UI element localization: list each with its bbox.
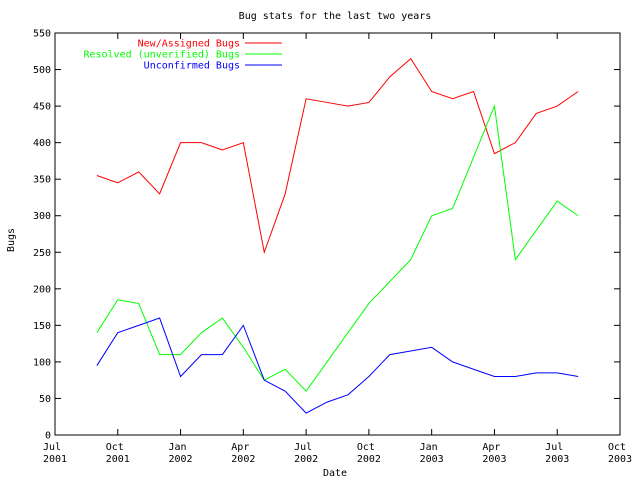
y-tick-label: 400 bbox=[33, 138, 51, 149]
y-axis-label: Bugs bbox=[6, 228, 17, 252]
x-tick-label: Jan 2002 bbox=[169, 442, 193, 465]
plot-frame bbox=[54, 32, 621, 436]
x-tick-label: Jul 2001 bbox=[43, 442, 67, 465]
x-tick-label: Apr 2002 bbox=[231, 442, 255, 465]
x-tick-label: Oct 2002 bbox=[357, 442, 381, 465]
x-tick-label: Jul 2003 bbox=[545, 442, 569, 465]
x-tick-label: Apr 2003 bbox=[482, 442, 506, 465]
legend-label: New/Assigned Bugs bbox=[138, 39, 240, 50]
series-line bbox=[96, 317, 579, 414]
y-tick-label: 500 bbox=[33, 65, 51, 76]
y-tick-label: 450 bbox=[33, 102, 51, 113]
x-tick-label: Oct 2001 bbox=[106, 442, 130, 465]
series-line bbox=[96, 57, 579, 255]
y-tick-label: 50 bbox=[39, 394, 51, 405]
y-tick-label: 350 bbox=[33, 175, 51, 186]
y-tick-label: 150 bbox=[33, 321, 51, 332]
y-tick-label: 550 bbox=[33, 29, 51, 40]
x-axis-label: Date bbox=[323, 468, 347, 479]
x-tick-label: Jan 2003 bbox=[420, 442, 444, 465]
y-tick-label: 0 bbox=[45, 431, 51, 442]
legend-label: Resolved (unverified) Bugs bbox=[83, 50, 240, 61]
x-tick-label: Oct 2003 bbox=[608, 442, 632, 465]
y-tick-label: 200 bbox=[33, 284, 51, 295]
series-line bbox=[96, 104, 579, 392]
x-tick-label: Jul 2002 bbox=[294, 442, 318, 465]
y-tick-label: 100 bbox=[33, 357, 51, 368]
chart-title: Bug stats for the last two years bbox=[239, 11, 432, 22]
legend-label: Unconfirmed Bugs bbox=[144, 61, 240, 72]
y-tick-label: 300 bbox=[33, 211, 51, 222]
y-tick-label: 250 bbox=[33, 248, 51, 259]
